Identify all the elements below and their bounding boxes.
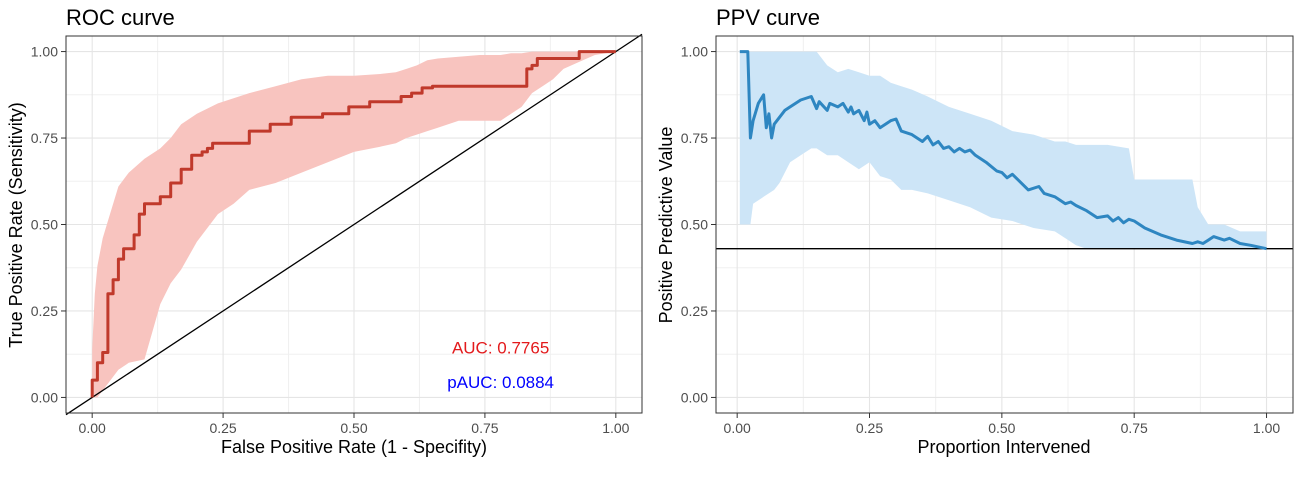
ppv-ticks: 0.00 0.25 0.50 0.75 1.00 0.00 0.25 0.50 0.75 1.00 <box>681 44 1281 436</box>
roc-x-tick-label: 0.50 <box>340 420 367 436</box>
ppv-x-axis-title: Proportion Intervened <box>917 437 1090 457</box>
roc-x-tick-label: 0.00 <box>79 420 106 436</box>
ppv-y-tick-label: 1.00 <box>681 44 708 60</box>
roc-y-tick-label: 0.75 <box>31 130 58 146</box>
ppv-band-area <box>739 51 1267 249</box>
ppv-curve <box>739 50 1267 251</box>
ppv-x-tick-label: 0.50 <box>988 420 1015 436</box>
roc-series <box>90 50 616 398</box>
ppv-confidence-band <box>739 51 1267 249</box>
ppv-y-tick-label: 0.00 <box>681 389 708 405</box>
ppv-title: PPV curve <box>716 5 820 30</box>
ppv-y-tick-label: 0.25 <box>681 303 708 319</box>
roc-title: ROC curve <box>66 5 175 30</box>
ppv-y-axis-title: Positive Predictive Value <box>656 127 676 324</box>
roc-chart: ROC curve 0.00 0.25 0.50 0.75 1.000.000.250.… <box>6 5 643 457</box>
roc-x-axis-title: False Positive Rate (1 - Specifity) <box>221 437 487 457</box>
roc-diagonal-line <box>65 33 643 416</box>
roc-curve <box>90 50 616 398</box>
ppv-x-tick-label: 0.25 <box>856 420 883 436</box>
ppv-chart: PPV curve 0.00 0.25 0.50 0.75 1.000.000.250.… <box>656 5 1294 457</box>
roc-y-tick-label: 0.00 <box>31 389 58 405</box>
pauc-label: pAUC: 0.0884 <box>447 373 554 392</box>
roc-x-tick-label: 0.75 <box>471 420 498 436</box>
auc-label: AUC: 0.7765 <box>452 338 549 357</box>
roc-y-tick-label: 0.25 <box>31 303 58 319</box>
ppv-y-tick-label: 0.50 <box>681 217 708 233</box>
roc-y-tick-label: 0.50 <box>31 217 58 233</box>
ppv-x-tick-label: 1.00 <box>1253 420 1280 436</box>
roc-x-tick-label: 0.25 <box>209 420 236 436</box>
roc-y-axis-title: True Positive Rate (Sensitivity) <box>6 102 26 347</box>
ppv-y-tick-label: 0.75 <box>681 130 708 146</box>
roc-reference-line <box>65 33 643 416</box>
roc-y-tick-label: 1.00 <box>31 44 58 60</box>
roc-x-tick-label: 1.00 <box>602 420 629 436</box>
roc-band-area <box>92 51 616 398</box>
ppv-x-tick-label: 0.75 <box>1121 420 1148 436</box>
roc-ticks: 0.00 0.25 0.50 0.75 1.00 0.00 0.25 0.50 0.75 1.00 <box>31 44 630 436</box>
ppv-x-tick-label: 0.00 <box>724 420 751 436</box>
ppv-series <box>739 50 1267 251</box>
roc-confidence-band <box>92 51 616 398</box>
